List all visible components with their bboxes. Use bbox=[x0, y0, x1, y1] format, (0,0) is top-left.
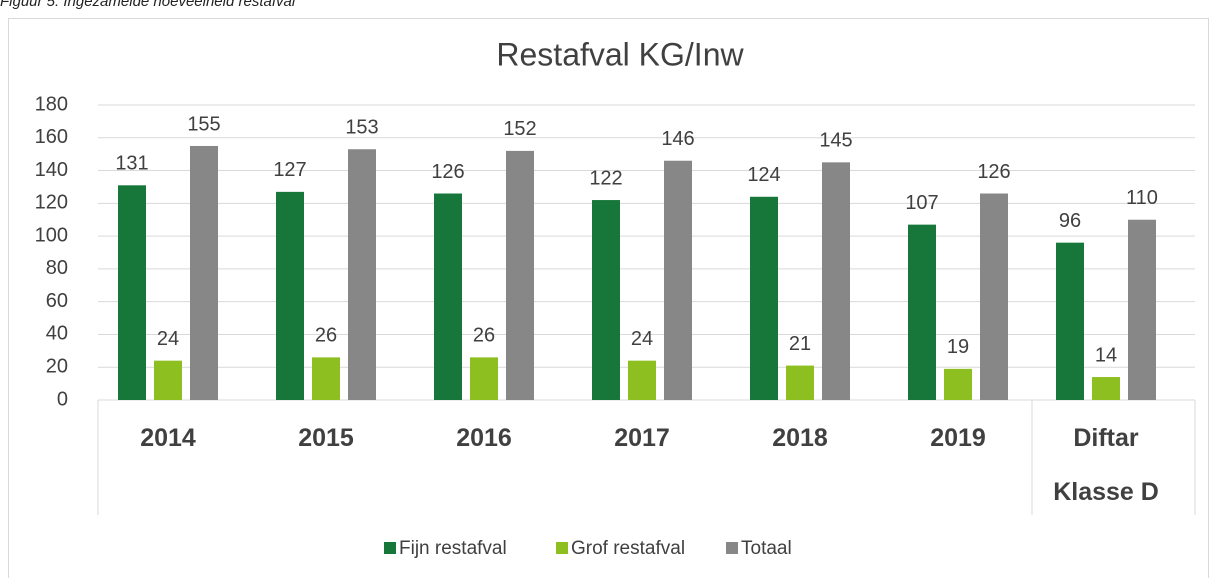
data-label: 145 bbox=[819, 130, 852, 152]
data-label: 131 bbox=[115, 153, 148, 175]
bar bbox=[908, 224, 936, 400]
data-label: 153 bbox=[345, 117, 378, 139]
bar bbox=[786, 365, 814, 400]
data-label: 26 bbox=[315, 325, 337, 347]
x-tick-label: 2019 bbox=[930, 424, 986, 452]
bar bbox=[154, 360, 182, 400]
bar bbox=[506, 150, 534, 400]
bar bbox=[348, 149, 376, 400]
y-tick-label: 100 bbox=[35, 224, 68, 246]
bar bbox=[822, 162, 850, 400]
bar bbox=[628, 360, 656, 400]
bar bbox=[592, 200, 620, 400]
legend-swatch bbox=[556, 542, 568, 554]
legend-swatch bbox=[384, 542, 396, 554]
data-label: 26 bbox=[473, 325, 495, 347]
bar bbox=[434, 193, 462, 400]
caption: Figuur 5: Ingezamelde hoeveelheid restaf… bbox=[0, 0, 296, 10]
data-label: 146 bbox=[661, 128, 694, 150]
bar bbox=[750, 196, 778, 400]
bar bbox=[1056, 242, 1084, 400]
x-tick-label: 2015 bbox=[298, 424, 354, 452]
data-label: 24 bbox=[157, 328, 179, 350]
bar bbox=[664, 160, 692, 400]
bar bbox=[980, 193, 1008, 400]
y-tick-label: 80 bbox=[46, 257, 68, 279]
data-label: 19 bbox=[947, 336, 969, 358]
data-label: 24 bbox=[631, 328, 653, 350]
bar bbox=[944, 368, 972, 400]
data-label: 126 bbox=[977, 161, 1010, 183]
y-tick-label: 20 bbox=[46, 356, 68, 378]
data-label: 126 bbox=[431, 161, 464, 183]
bar bbox=[312, 357, 340, 400]
data-label: 127 bbox=[273, 159, 306, 181]
data-label: 96 bbox=[1059, 210, 1081, 232]
bar bbox=[470, 357, 498, 400]
data-label: 152 bbox=[503, 118, 536, 140]
data-label: 14 bbox=[1095, 344, 1117, 366]
data-label: 122 bbox=[589, 167, 622, 189]
y-tick-label: 160 bbox=[35, 126, 68, 148]
data-label: 124 bbox=[747, 164, 780, 186]
chart-title: Restafval KG/Inw bbox=[496, 36, 744, 72]
legend-label: Grof restafval bbox=[571, 538, 685, 559]
x-tick-label: 2018 bbox=[772, 424, 828, 452]
y-tick-label: 40 bbox=[46, 323, 68, 345]
y-tick-label: 60 bbox=[46, 290, 68, 312]
y-tick-label: 0 bbox=[57, 388, 68, 410]
x-tick-label: 2014 bbox=[140, 424, 196, 452]
bar bbox=[276, 191, 304, 400]
x-tick-label: 2017 bbox=[614, 424, 670, 452]
legend-label: Fijn restafval bbox=[399, 538, 507, 559]
y-tick-label: 180 bbox=[35, 93, 68, 115]
x-tick-label: 2016 bbox=[456, 424, 512, 452]
data-label: 107 bbox=[905, 192, 938, 214]
bar bbox=[1128, 219, 1156, 400]
bar bbox=[1092, 377, 1120, 400]
x-tick-label: Diftar Klasse D bbox=[1053, 424, 1159, 506]
bar bbox=[190, 145, 218, 400]
y-tick-label: 140 bbox=[35, 159, 68, 181]
data-label: 21 bbox=[789, 333, 811, 355]
data-label: 110 bbox=[1126, 187, 1158, 209]
chart-border bbox=[8, 18, 1209, 578]
legend-label: Totaal bbox=[741, 538, 792, 559]
bar bbox=[118, 185, 146, 400]
legend-swatch bbox=[726, 542, 738, 554]
y-tick-label: 120 bbox=[35, 192, 68, 214]
data-label: 155 bbox=[187, 113, 220, 135]
